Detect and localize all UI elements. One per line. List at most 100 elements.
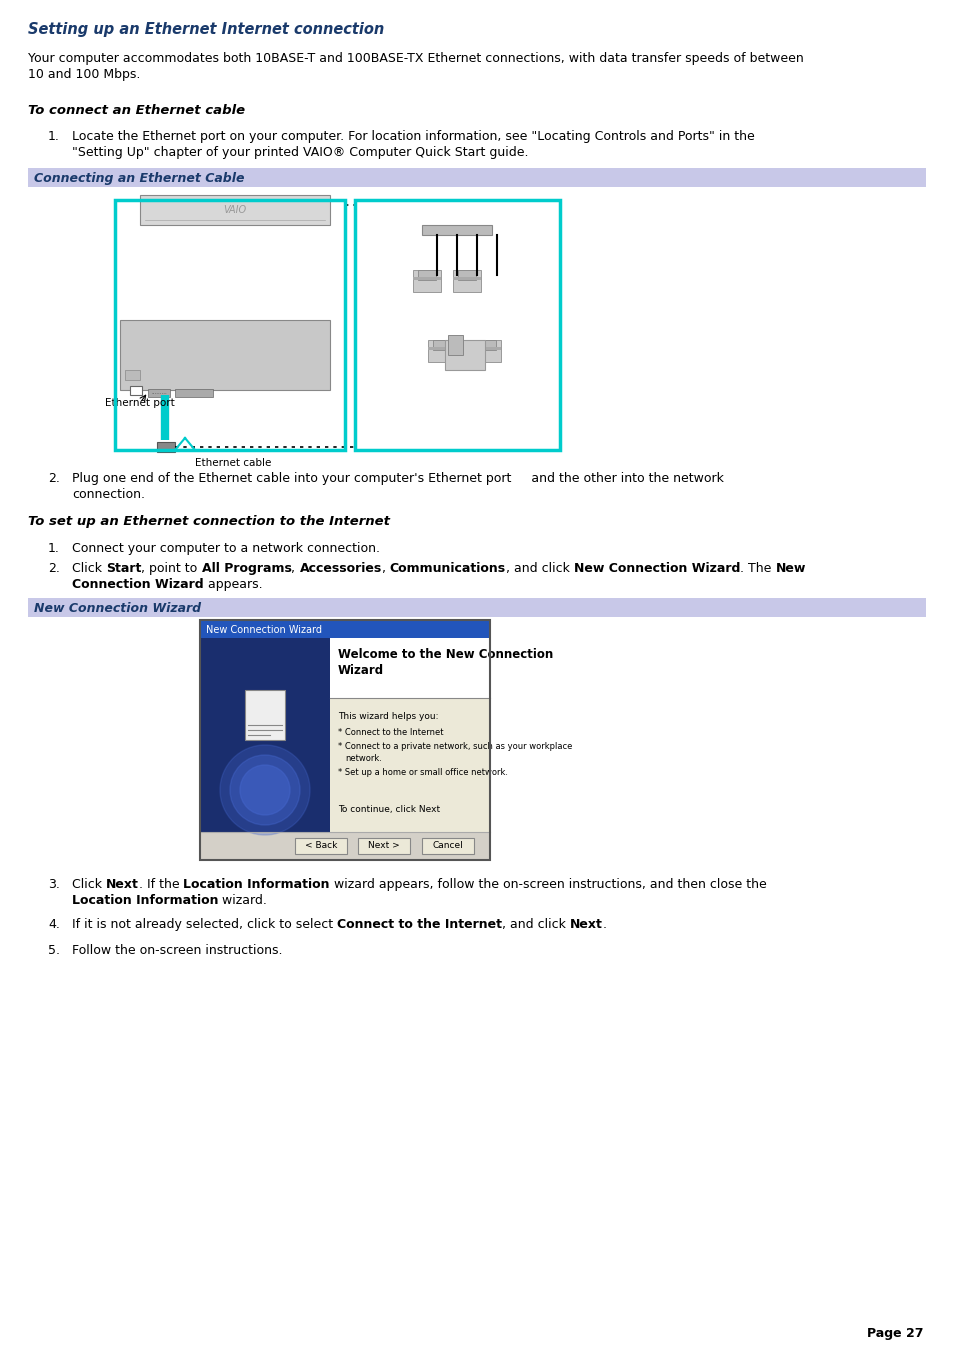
Text: Connecting an Ethernet Cable: Connecting an Ethernet Cable [34, 172, 244, 185]
Text: To set up an Ethernet connection to the Internet: To set up an Ethernet connection to the … [28, 515, 390, 528]
Text: * Connect to the Internet: * Connect to the Internet [337, 728, 443, 738]
Text: , point to: , point to [141, 562, 201, 576]
Text: network.: network. [345, 754, 381, 763]
Text: ,: , [292, 562, 299, 576]
Text: < Back: < Back [305, 842, 336, 851]
Text: Wizard: Wizard [337, 663, 384, 677]
Text: * Set up a home or small office network.: * Set up a home or small office network. [337, 767, 507, 777]
Text: New: New [775, 562, 805, 576]
Text: . If the: . If the [139, 878, 183, 892]
Text: 3.: 3. [48, 878, 60, 892]
Bar [421, 838, 474, 854]
Bar [477, 340, 496, 350]
Bar [245, 690, 285, 740]
Bar [433, 340, 451, 350]
Text: Location Information: Location Information [183, 878, 330, 892]
Text: appears.: appears. [203, 578, 262, 590]
Text: Next: Next [569, 917, 602, 931]
Text: Click: Click [71, 562, 106, 576]
Text: connection.: connection. [71, 488, 145, 501]
Text: Ethernet port: Ethernet port [105, 399, 174, 408]
Bar [330, 638, 490, 698]
Text: .........: ......... [151, 390, 167, 396]
Text: All Programs: All Programs [201, 562, 292, 576]
Bar [200, 638, 330, 861]
Text: Next: Next [106, 878, 139, 892]
Bar [457, 270, 476, 280]
Text: , and click: , and click [505, 562, 573, 576]
Text: Connect to the Internet: Connect to the Internet [336, 917, 501, 931]
Text: Your computer accommodates both 10BASE-T and 100BASE-TX Ethernet connections, wi: Your computer accommodates both 10BASE-T… [28, 51, 803, 65]
Bar [473, 340, 500, 362]
Bar [200, 620, 490, 638]
Text: 2.: 2. [48, 562, 60, 576]
Text: Connect your computer to a network connection.: Connect your computer to a network conne… [71, 542, 379, 555]
Bar [115, 200, 345, 450]
Text: Ethernet cable: Ethernet cable [194, 458, 271, 467]
Bar [453, 270, 480, 292]
Bar [148, 389, 170, 397]
Bar [140, 195, 330, 226]
Text: Follow the on-screen instructions.: Follow the on-screen instructions. [71, 944, 282, 957]
Bar [200, 638, 490, 861]
Bar [130, 386, 142, 394]
Text: 4.: 4. [48, 917, 60, 931]
Text: New Connection Wizard: New Connection Wizard [573, 562, 740, 576]
Bar [174, 389, 213, 397]
Bar [428, 340, 456, 362]
Text: 2.: 2. [48, 471, 60, 485]
Text: 10 and 100 Mbps.: 10 and 100 Mbps. [28, 68, 140, 81]
Text: . The: . The [740, 562, 775, 576]
Text: "Setting Up" chapter of your printed VAIO® Computer Quick Start guide.: "Setting Up" chapter of your printed VAI… [71, 146, 528, 159]
Text: Plug one end of the Ethernet cable into your computer's Ethernet port     and th: Plug one end of the Ethernet cable into … [71, 471, 723, 485]
Text: * Connect to a private network, such as your workplace: * Connect to a private network, such as … [337, 742, 572, 751]
Bar [357, 838, 410, 854]
Text: Locate the Ethernet port on your computer. For location information, see "Locati: Locate the Ethernet port on your compute… [71, 130, 754, 143]
Bar [444, 340, 484, 370]
Bar [355, 200, 559, 450]
Text: wizard appears, follow the on-screen instructions, and then close the: wizard appears, follow the on-screen ins… [330, 878, 766, 892]
Text: To connect an Ethernet cable: To connect an Ethernet cable [28, 104, 245, 118]
Text: Connection Wizard: Connection Wizard [71, 578, 203, 590]
Bar [157, 442, 174, 453]
Text: To continue, click Next: To continue, click Next [337, 805, 439, 815]
Text: New Connection Wizard: New Connection Wizard [206, 626, 322, 635]
Bar [28, 598, 925, 617]
Circle shape [230, 755, 299, 825]
Bar [473, 347, 500, 350]
Text: Click: Click [71, 878, 106, 892]
Text: 5.: 5. [48, 944, 60, 957]
Bar [421, 226, 492, 235]
Bar [453, 277, 480, 280]
Text: 1.: 1. [48, 130, 60, 143]
Text: VAIO: VAIO [223, 205, 246, 215]
Text: This wizard helps you:: This wizard helps you: [337, 712, 438, 721]
Bar [200, 620, 490, 861]
Text: If it is not already selected, click to select: If it is not already selected, click to … [71, 917, 336, 931]
Bar [417, 270, 436, 280]
Text: ,: , [381, 562, 390, 576]
Bar [448, 335, 462, 355]
Text: Start: Start [106, 562, 141, 576]
Bar [200, 832, 490, 861]
Text: Next >: Next > [368, 842, 399, 851]
Text: wizard.: wizard. [218, 894, 267, 907]
Text: Cancel: Cancel [432, 842, 463, 851]
Bar [28, 168, 925, 186]
Bar [294, 838, 347, 854]
Text: Location Information: Location Information [71, 894, 218, 907]
Text: New Connection Wizard: New Connection Wizard [34, 603, 201, 615]
Bar [428, 347, 456, 350]
Bar [125, 370, 140, 380]
Text: , and click: , and click [501, 917, 569, 931]
Bar [413, 277, 440, 280]
Text: Setting up an Ethernet Internet connection: Setting up an Ethernet Internet connecti… [28, 22, 384, 36]
Text: Page 27: Page 27 [866, 1327, 923, 1340]
Bar [120, 320, 330, 390]
Circle shape [240, 765, 290, 815]
Text: Communications: Communications [390, 562, 505, 576]
Text: 1.: 1. [48, 542, 60, 555]
Bar [413, 270, 440, 292]
Circle shape [220, 744, 310, 835]
Text: Welcome to the New Connection: Welcome to the New Connection [337, 648, 553, 661]
